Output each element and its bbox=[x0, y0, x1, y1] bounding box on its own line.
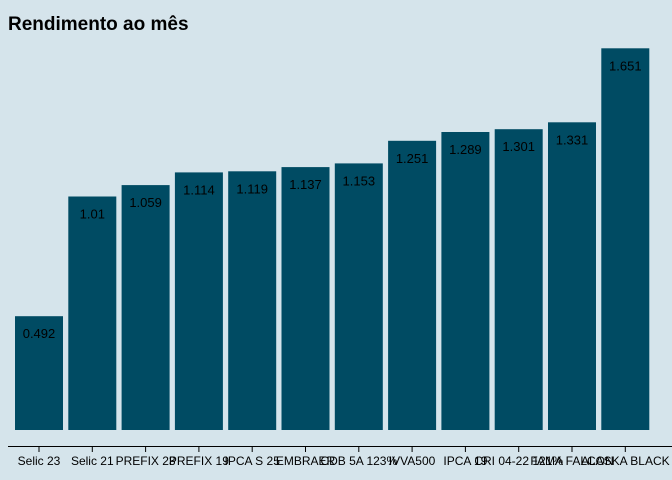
bar-5 bbox=[281, 167, 330, 430]
x-tick-label-9: CRI 04-22 121% bbox=[474, 454, 563, 468]
bar-value-label-8: 1.289 bbox=[449, 142, 482, 157]
x-ticks-group bbox=[38, 446, 626, 452]
bar-1 bbox=[68, 196, 117, 430]
bar-value-label-5: 1.137 bbox=[289, 177, 322, 192]
bar-3 bbox=[174, 172, 223, 430]
x-tick-label-2: PREFIX 23 bbox=[116, 454, 176, 468]
bar-8 bbox=[441, 132, 490, 430]
bar-labels-group: 0.492 1.01 1.059 1.114 1.119 1.137 1.153 1.251 1… bbox=[23, 58, 642, 341]
bar-value-label-4: 1.119 bbox=[236, 181, 268, 196]
bar-6 bbox=[334, 163, 383, 430]
bar-10 bbox=[548, 122, 596, 431]
x-tick-label-10: FAMA FALCON bbox=[530, 454, 613, 468]
bar-2 bbox=[121, 185, 170, 430]
bar-value-label-0: 0.492 bbox=[23, 326, 56, 341]
x-tick-label-1: Selic 21 bbox=[71, 454, 114, 468]
x-tick-label-11: ALASKA BLACK bbox=[581, 454, 670, 468]
bar-value-label-7: 1.251 bbox=[396, 151, 429, 166]
bar-0 bbox=[15, 316, 63, 430]
bar-value-label-3: 1.114 bbox=[183, 182, 215, 197]
x-tick-label-3: PREFIX 19 bbox=[169, 454, 229, 468]
bar-4 bbox=[228, 171, 277, 431]
bar-value-label-2: 1.059 bbox=[129, 195, 162, 210]
x-tick-label-4: IPCA S 25 bbox=[225, 454, 281, 468]
bar-value-label-1: 1.01 bbox=[80, 207, 105, 222]
x-tick-label-6: CDB 5A 123% bbox=[320, 454, 397, 468]
x-tick-label-8: IPCA 19 bbox=[443, 454, 487, 468]
bar-9 bbox=[494, 129, 543, 430]
bar-value-label-10: 1.331 bbox=[556, 132, 589, 147]
bars-group bbox=[15, 48, 650, 431]
bar-value-label-6: 1.153 bbox=[343, 173, 376, 188]
bar-value-label-9: 1.301 bbox=[502, 139, 535, 154]
x-tick-label-5: EMBRAER bbox=[276, 454, 336, 468]
bar-11 bbox=[601, 48, 650, 431]
x-tick-label-7: IVVA500 bbox=[389, 454, 436, 468]
x-tick-label-0: Selic 23 bbox=[18, 454, 61, 468]
chart-title: Rendimento ao mês bbox=[8, 14, 189, 35]
bar-7 bbox=[388, 140, 437, 431]
bar-value-label-11: 1.651 bbox=[609, 58, 642, 73]
